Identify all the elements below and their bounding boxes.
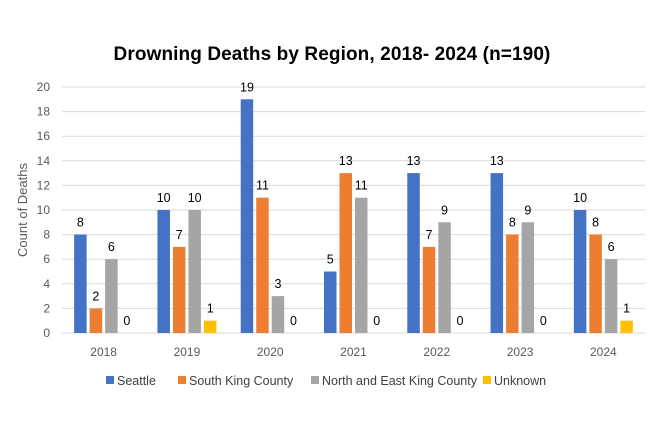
bar-south-king-county-2019 bbox=[172, 246, 186, 333]
y-tick-label: 18 bbox=[37, 105, 51, 119]
legend-swatch bbox=[178, 376, 186, 384]
y-axis-label: Count of Deaths bbox=[15, 163, 30, 257]
data-label: 9 bbox=[524, 203, 531, 217]
bar-north-and-east-king-county-2022 bbox=[438, 222, 451, 333]
bar-unknown-2019 bbox=[203, 320, 217, 333]
y-tick-label: 8 bbox=[43, 228, 50, 242]
data-label: 8 bbox=[509, 216, 516, 230]
bar-seattle-2019 bbox=[157, 210, 170, 333]
bar-north-and-east-king-county-2021 bbox=[355, 197, 368, 333]
bar-unknown-2024 bbox=[620, 320, 633, 333]
legend-swatch bbox=[311, 376, 319, 384]
bar-north-and-east-king-county-2024 bbox=[604, 259, 618, 333]
data-label: 8 bbox=[77, 216, 84, 230]
data-label: 0 bbox=[123, 314, 130, 328]
gridlines bbox=[62, 86, 645, 334]
x-tick-label: 2024 bbox=[590, 345, 617, 359]
y-tick-label: 2 bbox=[43, 301, 50, 315]
bar-south-king-county-2023 bbox=[506, 234, 519, 333]
bar-south-king-county-2020 bbox=[256, 197, 269, 333]
x-tick-label: 2018 bbox=[90, 345, 117, 359]
legend-item-seattle[interactable]: Seattle bbox=[106, 374, 156, 388]
legend-label: Unknown bbox=[494, 374, 546, 388]
legend-label: Seattle bbox=[117, 374, 156, 388]
legend-item-south-king-county[interactable]: South King County bbox=[178, 374, 294, 388]
legend-swatch bbox=[106, 376, 114, 384]
bar-south-king-county-2021 bbox=[339, 173, 352, 333]
legend: Seattle South King County North and East K… bbox=[106, 374, 546, 388]
bar-south-king-county-2018 bbox=[89, 308, 103, 333]
x-tick-label: 2019 bbox=[174, 345, 201, 359]
legend-label: North and East King County bbox=[322, 374, 478, 388]
bars bbox=[74, 99, 633, 333]
data-label: 8 bbox=[592, 216, 599, 230]
bar-seattle-2018 bbox=[74, 234, 87, 333]
bar-north-and-east-king-county-2020 bbox=[271, 296, 285, 333]
data-label: 2 bbox=[92, 289, 99, 303]
data-label: 1 bbox=[207, 302, 214, 316]
bar-north-and-east-king-county-2019 bbox=[188, 210, 201, 333]
data-label: 9 bbox=[441, 203, 448, 217]
x-axis-ticks: 2018 2019 2020 2021 2022 2023 2024 bbox=[90, 345, 617, 359]
bar-north-and-east-king-county-2023 bbox=[521, 222, 535, 333]
y-axis-ticks: 0 2 4 6 8 10 12 14 16 18 20 bbox=[37, 80, 51, 340]
data-label: 6 bbox=[608, 240, 615, 254]
data-label: 3 bbox=[274, 277, 281, 291]
y-tick-label: 0 bbox=[43, 326, 50, 340]
y-tick-label: 10 bbox=[37, 203, 51, 217]
y-tick-label: 4 bbox=[43, 277, 50, 291]
data-label: 19 bbox=[240, 80, 254, 94]
bar-seattle-2023 bbox=[490, 173, 504, 333]
x-tick-label: 2022 bbox=[423, 345, 450, 359]
x-tick-label: 2023 bbox=[507, 345, 534, 359]
legend-swatch bbox=[483, 376, 491, 384]
chart-title: Drowning Deaths by Region, 2018- 2024 (n… bbox=[113, 44, 551, 65]
data-label: 11 bbox=[355, 179, 368, 193]
bar-seattle-2024 bbox=[573, 210, 587, 333]
legend-item-north-and-east-king-county[interactable]: North and East King County bbox=[311, 374, 478, 388]
data-label: 6 bbox=[108, 240, 115, 254]
data-label: 0 bbox=[540, 314, 547, 328]
data-label: 0 bbox=[457, 314, 464, 328]
data-label: 13 bbox=[339, 154, 353, 168]
y-tick-label: 6 bbox=[43, 252, 50, 266]
data-label: 11 bbox=[256, 179, 269, 193]
data-label: 0 bbox=[290, 314, 297, 328]
bar-south-king-county-2024 bbox=[589, 234, 602, 333]
bar-south-king-county-2022 bbox=[422, 246, 436, 333]
bar-seattle-2020 bbox=[240, 99, 254, 333]
data-label: 0 bbox=[373, 314, 380, 328]
data-label: 5 bbox=[327, 253, 334, 267]
legend-label: South King County bbox=[189, 374, 294, 388]
y-tick-label: 16 bbox=[37, 129, 51, 143]
data-label: 13 bbox=[490, 154, 504, 168]
bar-seattle-2022 bbox=[407, 173, 420, 333]
data-label: 10 bbox=[157, 191, 171, 205]
data-label: 13 bbox=[407, 154, 421, 168]
data-label: 10 bbox=[573, 191, 587, 205]
data-label: 7 bbox=[176, 228, 183, 242]
bar-seattle-2021 bbox=[324, 271, 337, 333]
y-tick-label: 14 bbox=[37, 154, 51, 168]
data-label: 1 bbox=[623, 302, 630, 316]
legend-item-unknown[interactable]: Unknown bbox=[483, 374, 546, 388]
bar-north-and-east-king-county-2018 bbox=[105, 259, 118, 333]
x-tick-label: 2020 bbox=[257, 345, 284, 359]
y-tick-label: 20 bbox=[37, 80, 51, 94]
y-tick-label: 12 bbox=[37, 178, 51, 192]
x-tick-label: 2021 bbox=[340, 345, 367, 359]
data-label: 10 bbox=[188, 191, 202, 205]
data-label: 7 bbox=[426, 228, 433, 242]
